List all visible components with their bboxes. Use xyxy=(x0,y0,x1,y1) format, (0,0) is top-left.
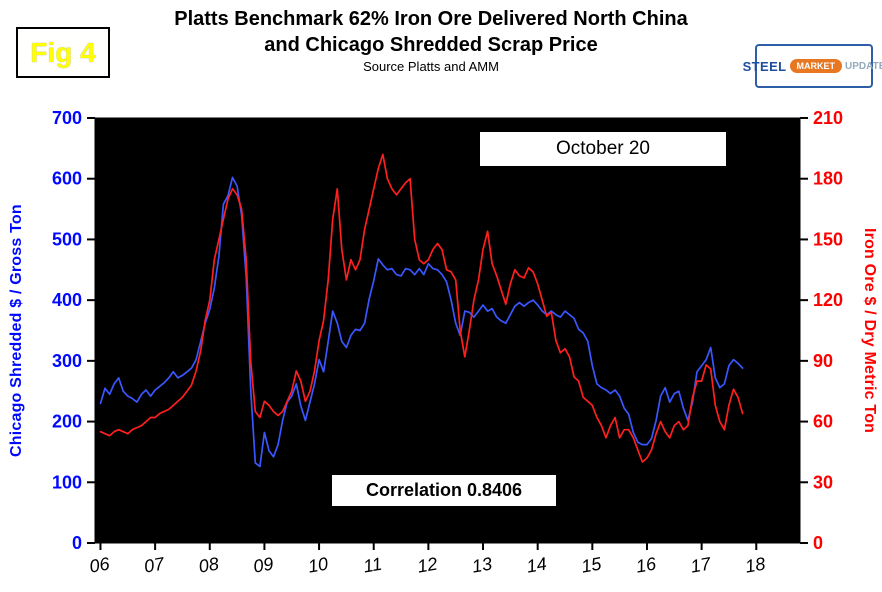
right-axis-title: Iron Ore $ / Dry Metric Ton xyxy=(861,227,878,434)
x-axis-tick-label: 16 xyxy=(634,553,658,576)
logo-steel-text: STEEL xyxy=(742,58,787,74)
correlation-annotation-box: Correlation 0.8406 xyxy=(330,473,558,508)
right-axis-tick-label: 150 xyxy=(813,229,843,249)
right-axis-tick-label: 60 xyxy=(813,412,833,432)
left-axis-tick-label: 600 xyxy=(52,169,82,189)
left-axis-tick-label: 200 xyxy=(52,412,82,432)
date-annotation-label: October 20 xyxy=(556,138,650,159)
left-axis-tick-label: 700 xyxy=(52,108,82,128)
x-axis-tick-label: 12 xyxy=(416,554,439,577)
x-axis-tick-label: 13 xyxy=(470,554,493,577)
correlation-annotation-label: Correlation 0.8406 xyxy=(365,480,523,500)
steel-market-update-logo: STEEL MARKET UPDATE xyxy=(743,44,882,88)
left-axis-tick-label: 400 xyxy=(52,290,82,310)
figure-number-label: Fig 4 xyxy=(30,36,96,68)
left-axis-tick-label: 0 xyxy=(72,533,82,553)
x-axis-tick-label: 08 xyxy=(197,554,220,577)
x-axis-tick-label: 07 xyxy=(142,553,166,576)
left-axis-tick-label: 500 xyxy=(52,229,82,249)
left-axis-tick-label: 300 xyxy=(52,351,82,371)
x-axis-tick-label: 15 xyxy=(580,553,604,576)
right-axis-tick-label: 90 xyxy=(813,351,833,371)
right-axis-tick-label: 210 xyxy=(813,108,843,128)
chart-source: Source Platts and AMM xyxy=(363,59,499,74)
price-chart: 0 100 200 300 400 500 600 700 0 30 60 90 120 150 180 21… xyxy=(52,108,843,577)
x-axis-tick-label: 09 xyxy=(252,554,275,577)
logo-update-text: UPDATE xyxy=(845,60,882,72)
right-axis-tick-label: 120 xyxy=(813,290,843,310)
figure-number-box: Fig 4 xyxy=(16,27,110,78)
x-axis-tick-label: 06 xyxy=(88,553,112,576)
series-line-left xyxy=(99,176,744,468)
x-axis-tick-label: 18 xyxy=(744,554,767,577)
plot-area xyxy=(95,118,800,543)
x-axis-tick-label: 17 xyxy=(689,553,713,576)
right-axis-tick-label: 0 xyxy=(813,533,823,553)
chart-header: Platts Benchmark 62% Iron Ore Delivered … xyxy=(118,6,744,74)
x-axis-tick-label: 14 xyxy=(525,554,548,577)
series-line-right xyxy=(99,153,744,463)
date-annotation-box: October 20 xyxy=(478,130,728,168)
right-axis-tick-label: 30 xyxy=(813,472,833,492)
chart-title-line2: and Chicago Shredded Scrap Price xyxy=(264,34,598,56)
logo-market-badge: MARKET xyxy=(789,59,843,73)
right-axis-tick-label: 180 xyxy=(813,169,843,189)
chart-title-line1: Platts Benchmark 62% Iron Ore Delivered … xyxy=(174,8,688,30)
x-axis-tick-label: 11 xyxy=(362,554,384,577)
x-axis-tick-label: 10 xyxy=(306,554,329,577)
plot-border xyxy=(94,117,801,544)
left-axis-tick-label: 100 xyxy=(52,472,82,492)
